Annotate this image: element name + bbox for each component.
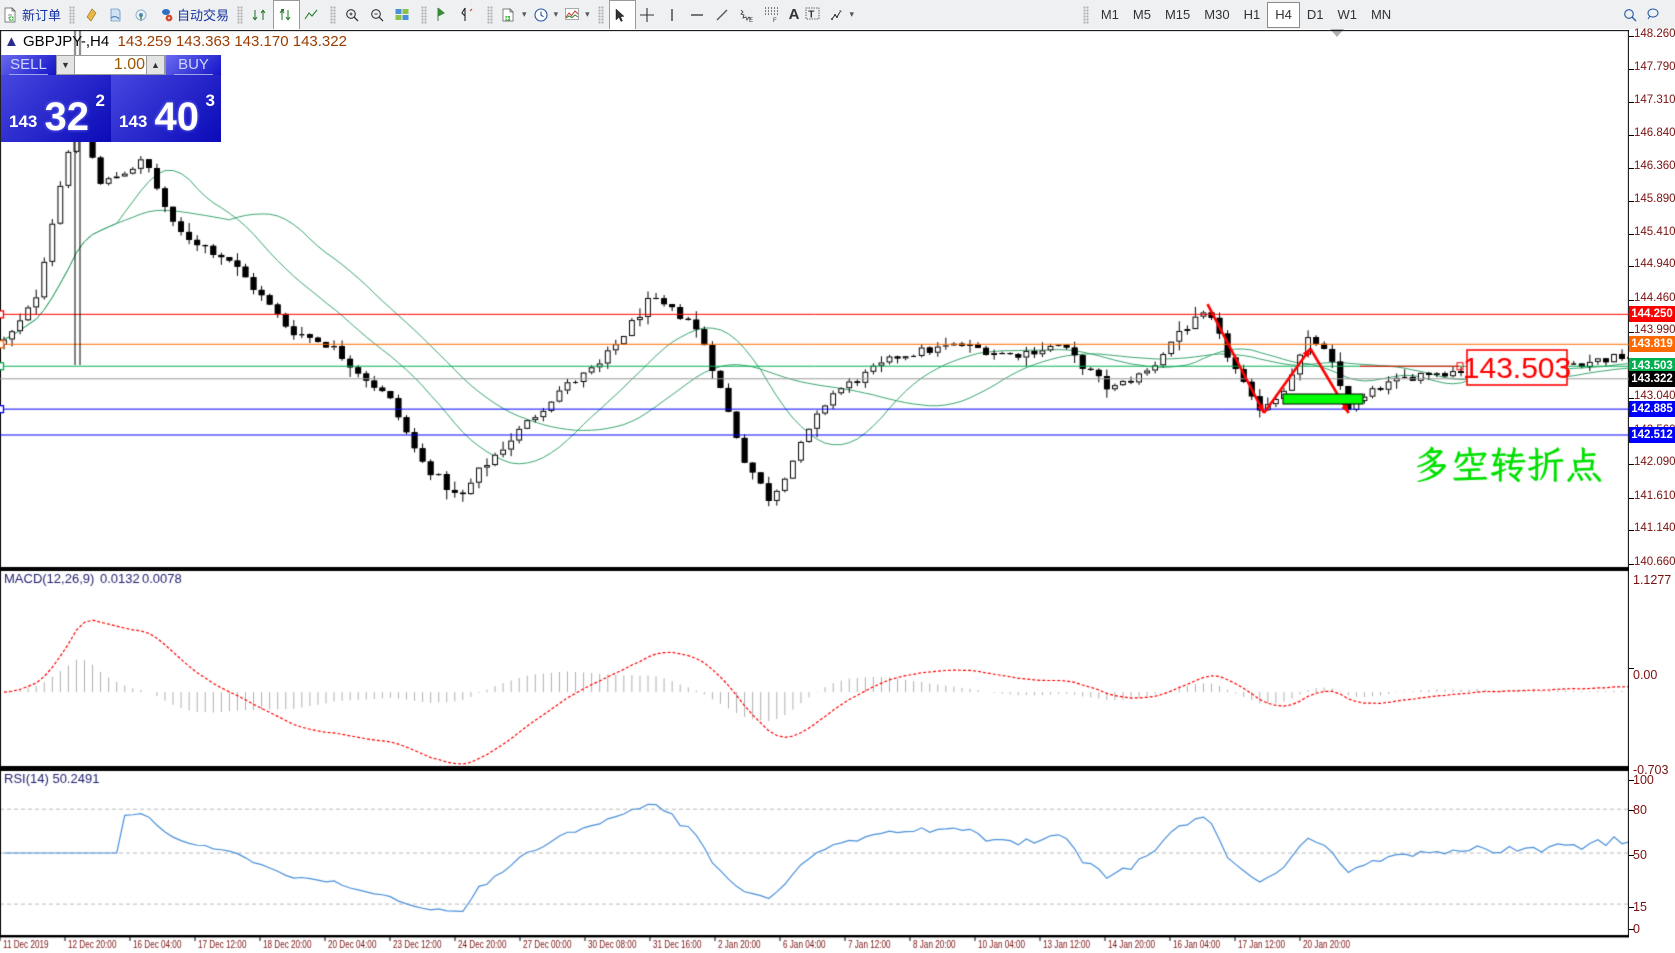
svg-text:T: T (809, 9, 815, 20)
svg-text:F: F (773, 18, 777, 23)
svg-text:E: E (749, 18, 753, 23)
